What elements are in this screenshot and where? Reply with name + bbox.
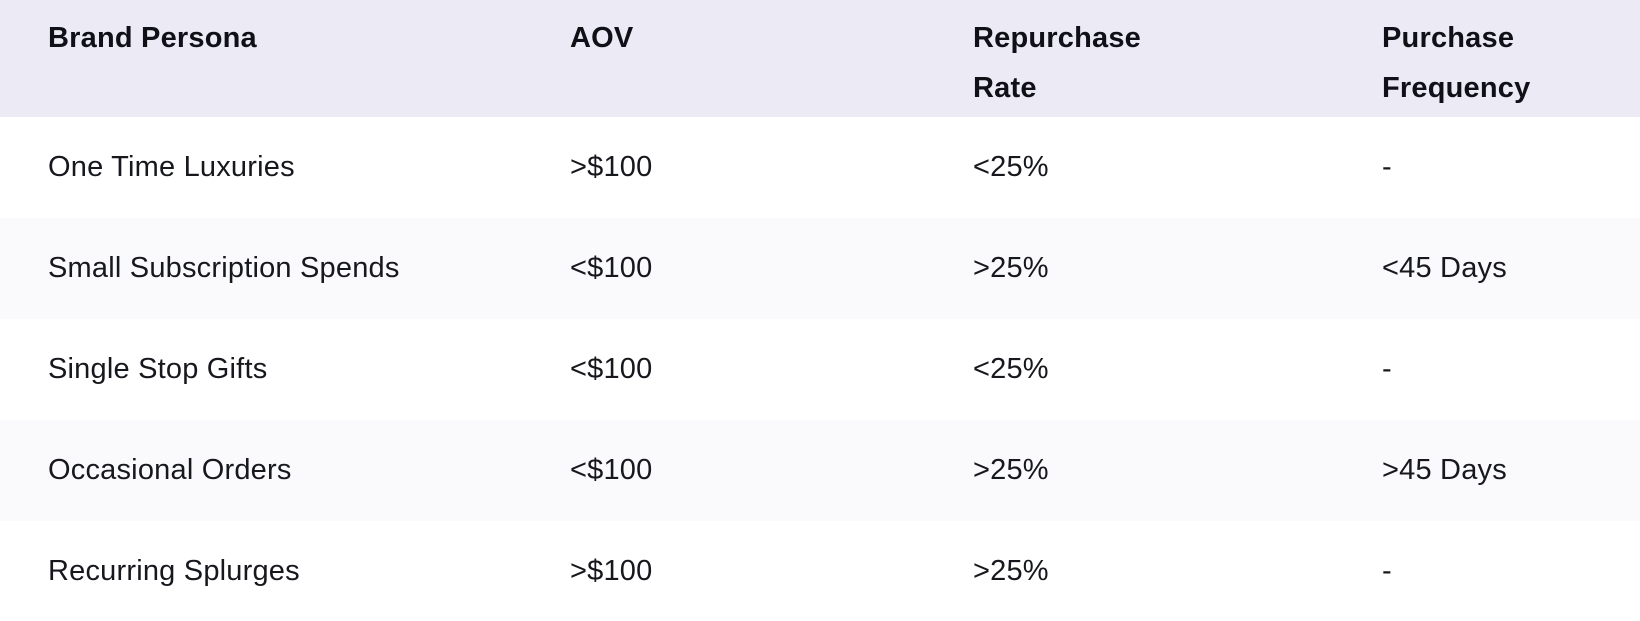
column-header-repurchase-rate: Repurchase Rate [973, 0, 1382, 117]
cell-brand-persona: Single Stop Gifts [48, 353, 268, 385]
cell-aov: >$100 [570, 555, 653, 587]
column-header-label: Repurchase Rate [973, 22, 1142, 104]
cell-repurchase-rate: >25% [973, 252, 1049, 284]
cell-repurchase-rate: >25% [973, 454, 1049, 486]
column-header-purchase-frequency: Purchase Frequency [1382, 0, 1640, 117]
cell-purchase-frequency: >45 Days [1382, 454, 1507, 486]
cell-aov: <$100 [570, 454, 653, 486]
column-header-label: Brand Persona [48, 22, 257, 54]
cell-purchase-frequency: - [1382, 555, 1392, 587]
cell-repurchase-rate: >25% [973, 555, 1049, 587]
cell-brand-persona: One Time Luxuries [48, 151, 295, 183]
cell-repurchase-rate: <25% [973, 151, 1049, 183]
table-header: Brand Persona AOV Repurchase Rate Purcha… [0, 0, 1640, 117]
table-body: One Time Luxuries >$100 <25% - Small Sub… [0, 117, 1640, 621]
cell-brand-persona: Small Subscription Spends [48, 252, 400, 284]
cell-repurchase-rate: <25% [973, 353, 1049, 385]
table-row: Recurring Splurges >$100 >25% - [0, 521, 1640, 621]
cell-purchase-frequency: - [1382, 151, 1392, 183]
column-header-label: AOV [570, 22, 634, 54]
cell-brand-persona: Recurring Splurges [48, 555, 300, 587]
cell-aov: >$100 [570, 151, 653, 183]
cell-aov: <$100 [570, 353, 653, 385]
cell-purchase-frequency: <45 Days [1382, 252, 1507, 284]
table-row: One Time Luxuries >$100 <25% - [0, 117, 1640, 218]
table-row: Occasional Orders <$100 >25% >45 Days [0, 420, 1640, 521]
cell-aov: <$100 [570, 252, 653, 284]
table-row: Single Stop Gifts <$100 <25% - [0, 319, 1640, 420]
column-header-brand-persona: Brand Persona [0, 0, 570, 117]
table-header-row: Brand Persona AOV Repurchase Rate Purcha… [0, 0, 1640, 117]
table-row: Small Subscription Spends <$100 >25% <45… [0, 218, 1640, 319]
column-header-label: Purchase Frequency [1382, 22, 1531, 104]
column-header-aov: AOV [570, 0, 973, 117]
cell-purchase-frequency: - [1382, 353, 1392, 385]
cell-brand-persona: Occasional Orders [48, 454, 292, 486]
